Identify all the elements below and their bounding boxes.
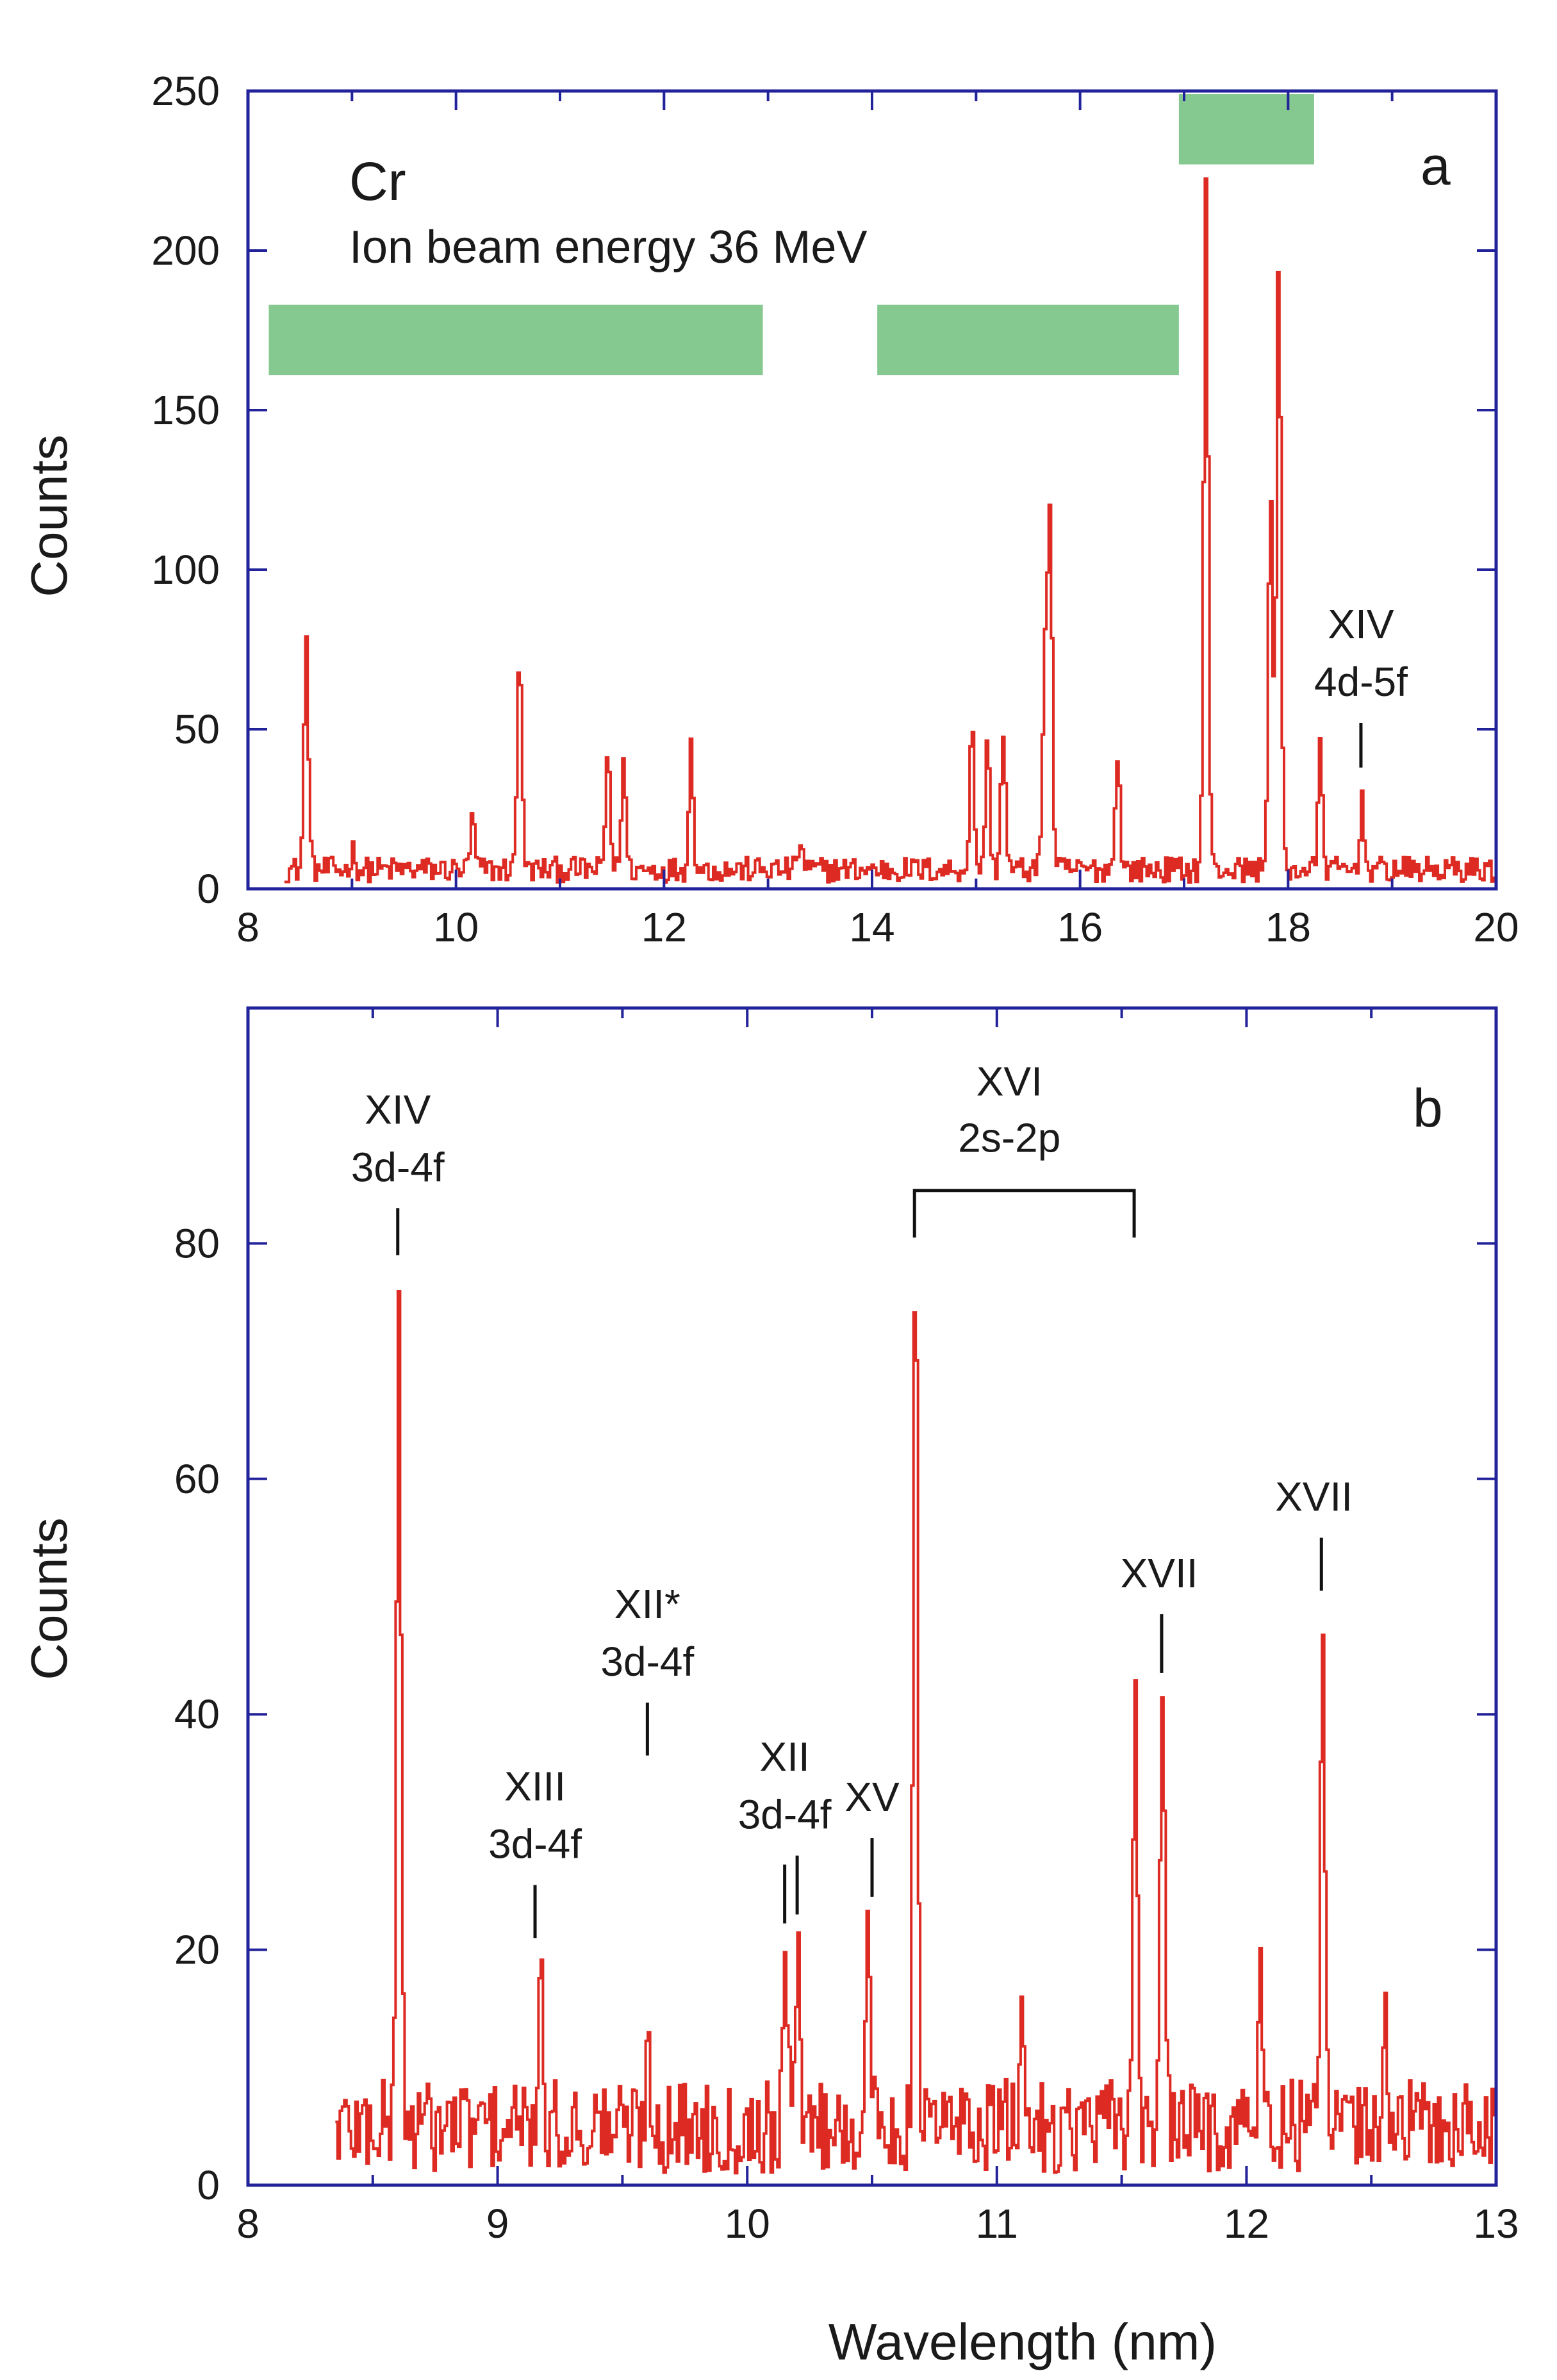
panel-letter: a: [1421, 136, 1451, 196]
spectrum-series: [335, 1290, 1497, 2175]
xlabel-b: Wavelength (nm): [828, 2313, 1217, 2370]
chart-subtitle: Ion beam energy 36 MeV: [349, 222, 868, 273]
annotation-label: XIV: [1328, 601, 1394, 647]
annotation-label: 4d-5f: [1314, 659, 1408, 705]
annotation-bracket: [912, 1189, 1136, 1238]
y-tick-label: 0: [197, 2162, 220, 2208]
annotation-label: XII: [760, 1734, 810, 1780]
x-tick-label: 8: [236, 904, 260, 950]
y-tick-label: 20: [174, 1927, 220, 1973]
y-tick-label: 100: [151, 547, 220, 593]
annotation-label: XV: [844, 1774, 900, 1820]
x-tick-label: 11: [976, 2201, 1018, 2247]
annotation-label: 2s-2p: [958, 1115, 1060, 1161]
annotation-label: XVII: [1275, 1474, 1353, 1520]
x-tick-label: 20: [1473, 904, 1519, 950]
x-tick-label: 10: [725, 2201, 770, 2247]
annotation-label: 3d-4f: [600, 1639, 694, 1685]
x-tick-label: 8: [236, 2201, 260, 2247]
x-tick-label: 13: [1473, 2201, 1519, 2247]
annotation-label: XIV: [365, 1086, 431, 1132]
spectrum-series: [284, 177, 1497, 884]
y-tick-label: 150: [151, 387, 220, 433]
annotation-label: 3d-4f: [738, 1792, 832, 1838]
annotation-label: XVII: [1121, 1550, 1198, 1596]
panel-letter: b: [1413, 1078, 1443, 1138]
x-tick-label: 16: [1057, 904, 1103, 950]
x-tick-label: 18: [1265, 904, 1311, 950]
y-tick-label: 200: [151, 227, 220, 274]
annotation-label: 3d-4f: [488, 1821, 582, 1867]
annotation-label: XII*: [614, 1581, 680, 1627]
chart-title: Cr: [349, 151, 406, 211]
y-tick-label: 0: [197, 866, 220, 912]
coverage-band: [877, 304, 1179, 376]
y-tick-label: 60: [174, 1456, 220, 1502]
coverage-band: [268, 304, 763, 376]
annotation-label: XIII: [504, 1764, 566, 1810]
x-tick-label: 14: [849, 904, 894, 950]
y-tick-label: 50: [174, 706, 220, 752]
x-tick-label: 12: [641, 904, 687, 950]
y-tick-label: 40: [174, 1691, 220, 1737]
x-tick-label: 9: [486, 2201, 509, 2247]
x-tick-label: 12: [1224, 2201, 1269, 2247]
y-tick-label: 80: [174, 1220, 220, 1266]
annotation-label: 3d-4f: [351, 1144, 445, 1190]
y-tick-label: 250: [151, 68, 220, 114]
annotation-label: XVI: [976, 1059, 1042, 1105]
ylabel-b: Counts: [21, 1517, 78, 1680]
plot-frame: [246, 89, 1498, 891]
coverage-band: [1178, 94, 1314, 165]
x-tick-label: 10: [433, 904, 479, 950]
panel-b-chart: 8 9 10 11 12 13 0 20 40 60 80 b XIV 3d-4f XIII 3d-4f XII…: [174, 1006, 1519, 2247]
ylabel-a: Counts: [21, 434, 78, 597]
